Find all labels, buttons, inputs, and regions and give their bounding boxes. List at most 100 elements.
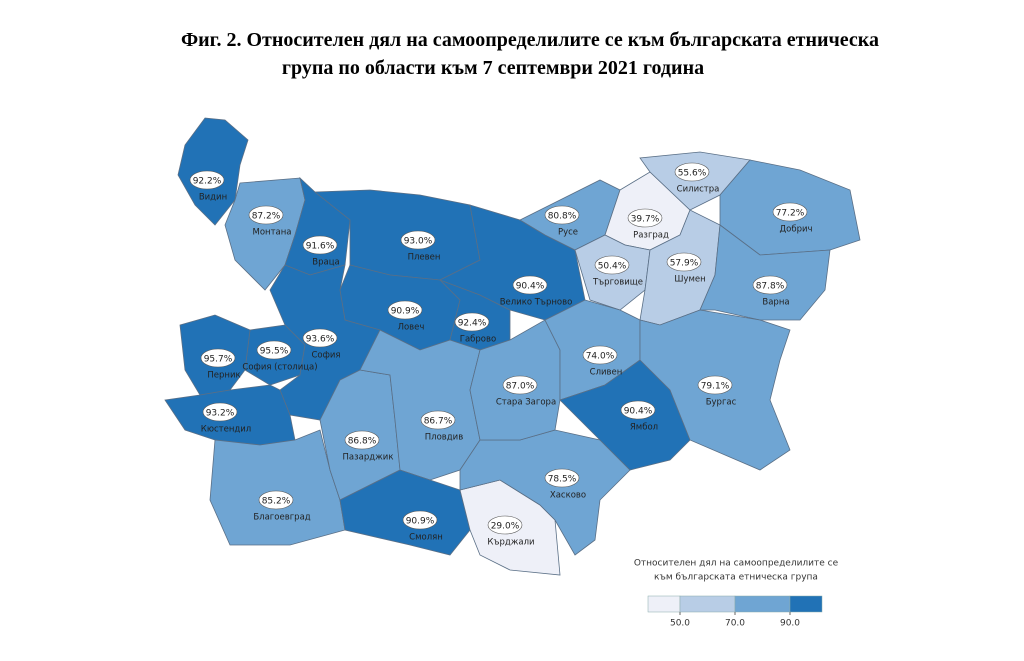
value-label: 29.0% (491, 522, 520, 532)
value-bubble (594, 255, 630, 275)
value-bubble (666, 252, 702, 272)
value-label: 39.7% (631, 215, 660, 225)
value-bubble (258, 490, 294, 510)
region-name: Монтана (252, 228, 291, 238)
region-name: Шумен (674, 275, 705, 285)
value-label: 91.6% (306, 242, 335, 252)
region-name: Хасково (550, 491, 586, 501)
value-bubble (256, 340, 292, 360)
legend-tick-label: 50.0 (670, 619, 690, 629)
region-name: Стара Загора (496, 398, 556, 408)
region-name: Силистра (677, 185, 720, 195)
region-name: Кюстендил (201, 425, 251, 435)
value-bubble (202, 402, 238, 422)
value-bubble (420, 410, 456, 430)
value-label: 86.7% (424, 417, 453, 427)
value-bubble (544, 468, 580, 488)
value-label: 79.1% (701, 382, 730, 392)
region-name: Разград (633, 231, 669, 241)
value-label: 95.5% (260, 347, 289, 357)
map-title: група по области към 7 септември 2021 го… (282, 57, 704, 79)
value-bubble (454, 312, 490, 332)
value-bubble (302, 328, 338, 348)
value-label: 90.4% (516, 282, 545, 292)
region-name: Търговище (592, 278, 643, 288)
value-bubble (400, 230, 436, 250)
region (339, 469, 471, 556)
region-name: Пазарджик (343, 453, 394, 463)
value-label: 92.2% (193, 177, 222, 187)
value-bubble (344, 430, 380, 450)
value-bubble (502, 375, 538, 395)
region-name: Русе (558, 228, 578, 238)
legend-swatch (734, 595, 791, 613)
value-bubble (674, 162, 710, 182)
region-name: Бургас (706, 398, 737, 408)
value-label: 74.0% (586, 352, 615, 362)
region-name: Плевен (408, 253, 441, 263)
value-label: 77.2% (776, 209, 805, 219)
value-label: 57.9% (670, 259, 699, 269)
value-bubble (627, 208, 663, 228)
region-name: Видин (199, 193, 227, 203)
value-bubble (512, 275, 548, 295)
map-title: Фиг. 2. Относителен дял на самоопределил… (181, 29, 879, 51)
value-bubble (697, 375, 733, 395)
value-label: 90.9% (391, 307, 420, 317)
value-label: 93.2% (206, 409, 235, 419)
value-bubble (582, 345, 618, 365)
region-name: Ловеч (398, 323, 425, 333)
legend: Относителен дял на самоопределилите се къ… (634, 559, 839, 629)
value-label: 90.4% (624, 407, 653, 417)
value-label: 93.6% (306, 335, 335, 345)
legend-swatch (679, 595, 736, 613)
value-bubble (620, 400, 656, 420)
value-label: 80.8% (548, 212, 577, 222)
region-name: Враца (312, 258, 339, 268)
value-label: 78.5% (548, 475, 577, 485)
legend-title: Относителен дял на самоопределилите се (634, 559, 839, 569)
value-label: 95.7% (204, 355, 233, 365)
value-label: 50.4% (598, 262, 627, 272)
value-label: 55.6% (678, 169, 707, 179)
labels: 92.2% Видин 87.2% Монтана 91.6% Враца 93.0% Пле… (189, 162, 813, 548)
value-bubble (752, 275, 788, 295)
value-bubble (772, 202, 808, 222)
value-bubble (189, 170, 225, 190)
region-name: Варна (762, 298, 789, 308)
region-name: София (столица) (242, 363, 317, 373)
legend-tick-label: 70.0 (725, 619, 745, 629)
value-label: 85.2% (262, 497, 291, 507)
region-name: София (311, 351, 340, 361)
value-label: 87.8% (756, 282, 785, 292)
legend-swatch (789, 595, 823, 613)
value-label: 86.8% (348, 437, 377, 447)
value-bubble (544, 205, 580, 225)
region (209, 429, 346, 546)
value-bubble (402, 510, 438, 530)
region-name: Сливен (590, 368, 623, 378)
region (459, 429, 631, 556)
value-label: 87.0% (506, 382, 535, 392)
region-name: Смолян (409, 533, 443, 543)
region-name: Ямбол (630, 423, 658, 433)
value-label: 90.9% (406, 517, 435, 527)
value-bubble (302, 235, 338, 255)
value-bubble (387, 300, 423, 320)
region-name: Благоевград (253, 513, 310, 523)
region-name: Велико Търново (500, 298, 573, 308)
value-bubble (200, 348, 236, 368)
region-name: Добрич (779, 225, 812, 235)
value-label: 87.2% (252, 212, 281, 222)
value-bubble (487, 515, 523, 535)
value-label: 92.4% (458, 319, 487, 329)
region-name: Габрово (460, 335, 496, 345)
region (699, 224, 831, 321)
region-name: Перник (207, 371, 240, 381)
legend-title: към българската етническа група (654, 573, 818, 583)
region-name: Кърджали (487, 538, 534, 548)
legend-swatch (647, 595, 681, 613)
value-bubble (248, 205, 284, 225)
value-label: 93.0% (404, 237, 433, 247)
region-name: Пловдив (425, 433, 463, 443)
